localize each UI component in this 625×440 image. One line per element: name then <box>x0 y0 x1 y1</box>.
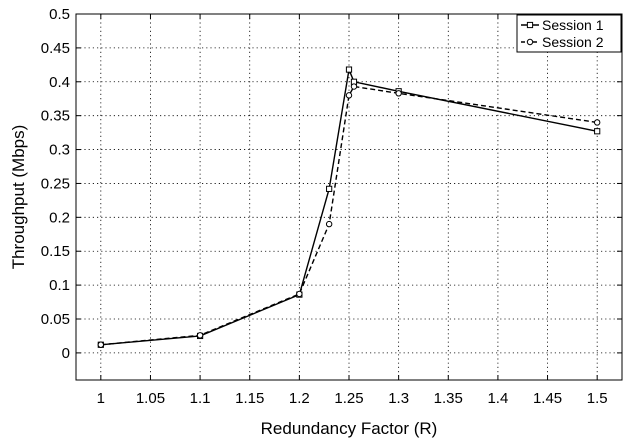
data-point-marker <box>325 220 333 228</box>
y-tick-label: 0.5 <box>49 6 70 23</box>
y-tick-label: 0.45 <box>41 40 70 57</box>
y-tick-label: 0.15 <box>41 243 70 260</box>
y-axis-title: Throughput (Mbps) <box>9 125 28 270</box>
y-tick-label: 0.3 <box>49 142 70 159</box>
x-axis-title: Redundancy Factor (R) <box>261 419 438 438</box>
x-tick-label: 1.35 <box>434 390 463 407</box>
series-lines <box>97 66 601 348</box>
data-point-marker <box>350 83 358 90</box>
x-tick-label: 1.45 <box>533 390 562 407</box>
legend-box <box>516 14 622 53</box>
series-1 <box>97 66 601 348</box>
x-tick-label: 1.05 <box>136 390 165 407</box>
x-tick-label: 1.25 <box>334 390 363 407</box>
data-point-marker <box>345 92 353 99</box>
series-2 <box>97 83 601 348</box>
y-tick-label: 0.05 <box>41 311 70 328</box>
legend-label: Session 1 <box>542 17 604 33</box>
legend-marker <box>526 21 534 29</box>
legend-label: Session 2 <box>542 34 604 50</box>
y-tick-label: 0.25 <box>41 175 70 192</box>
x-tick-label: 1.3 <box>388 390 409 407</box>
x-tick-label: 1.15 <box>235 390 264 407</box>
x-tick-label: 1.2 <box>289 390 310 407</box>
series-line <box>100 85 598 346</box>
data-point-marker <box>345 66 353 73</box>
x-tick-label: 1.4 <box>487 390 508 407</box>
x-tick-label: 1.5 <box>587 390 608 407</box>
data-point-marker <box>593 119 601 126</box>
legend-entry: Session 1 <box>521 17 604 33</box>
y-tick-label: 0.2 <box>49 209 70 226</box>
legend-entry: Session 2 <box>521 34 604 50</box>
legend-marker <box>526 38 534 46</box>
data-point-marker <box>196 332 204 339</box>
axis-ticks: 1 1.05 1.1 1.15 1.2 1.25 1.3 1.35 1.4 1.45 1.5 0 0.0… <box>41 6 622 407</box>
y-tick-label: 0.1 <box>49 277 70 294</box>
x-tick-label: 1.1 <box>190 390 211 407</box>
y-tick-label: 0.35 <box>41 108 70 125</box>
data-point-marker <box>395 90 402 97</box>
data-point-marker <box>97 341 105 348</box>
series-line <box>100 67 598 346</box>
data-point-marker <box>594 128 601 135</box>
data-point-marker <box>326 185 333 192</box>
y-tick-label: 0 <box>62 345 70 362</box>
x-tick-label: 1 <box>97 390 105 407</box>
y-tick-label: 0.4 <box>49 74 70 91</box>
data-point-marker <box>296 290 303 298</box>
